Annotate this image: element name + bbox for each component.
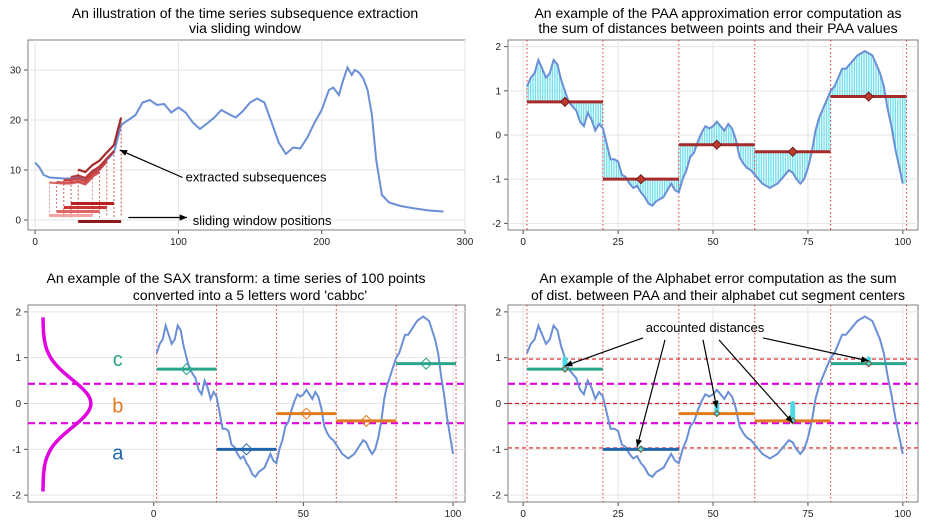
plot-area bbox=[27, 39, 466, 231]
x-tick-label: 100 bbox=[894, 237, 911, 248]
annotation-arrow-head bbox=[179, 214, 188, 221]
x-tick-label: 0 bbox=[151, 509, 157, 520]
annotation-arrow-head bbox=[712, 400, 719, 409]
annotation-extracted-subsequences: extracted subsequences bbox=[186, 170, 327, 185]
x-tick-label: 100 bbox=[170, 237, 187, 248]
alphabet-letter-c: c bbox=[113, 349, 123, 371]
sax-marker bbox=[180, 362, 193, 376]
series-line bbox=[526, 315, 904, 479]
y-tick-label: 20 bbox=[10, 116, 22, 127]
y-tick-label: -2 bbox=[492, 219, 501, 230]
y-tick-label: 10 bbox=[10, 166, 22, 177]
x-tick-label: 0 bbox=[32, 237, 38, 248]
sax-marker bbox=[419, 357, 433, 370]
y-tick-label: 0 bbox=[15, 399, 21, 410]
y-tick-label: 2 bbox=[495, 42, 501, 53]
x-tick-label: 300 bbox=[457, 237, 474, 248]
series-line bbox=[155, 315, 454, 479]
y-tick-label: 1 bbox=[15, 353, 21, 364]
x-tick-label: 50 bbox=[298, 509, 310, 520]
y-tick-label: -1 bbox=[12, 445, 21, 456]
chart-title-line: An example of the PAA approximation erro… bbox=[534, 5, 901, 21]
annotation-arrow-head bbox=[785, 415, 793, 423]
paa-marker bbox=[863, 91, 874, 102]
y-tick-label: 1 bbox=[495, 353, 501, 364]
paa-marker bbox=[713, 409, 721, 418]
chart-title-line: of dist. between PAA and their alphabet … bbox=[531, 287, 905, 303]
panel-sax-transform: An example of the SAX transform: a time … bbox=[12, 270, 466, 520]
annotation-accounted-distances: accounted distances bbox=[646, 320, 765, 335]
panel-subsequence-extraction: An illustration of the time series subse… bbox=[10, 5, 474, 248]
y-tick-label: -2 bbox=[492, 491, 501, 502]
x-tick-label: 0 bbox=[520, 237, 526, 248]
panel-paa-error: An example of the PAA approximation erro… bbox=[492, 5, 919, 248]
annotation-arrow bbox=[702, 339, 718, 409]
x-tick-label: 75 bbox=[802, 509, 814, 520]
x-tick-label: 75 bbox=[802, 237, 814, 248]
paa-marker bbox=[561, 365, 569, 373]
annotation-arrow bbox=[119, 149, 183, 179]
gaussian-curve bbox=[41, 317, 93, 492]
y-tick-label: -2 bbox=[12, 491, 21, 502]
annotation-arrow bbox=[564, 337, 644, 367]
paa-marker bbox=[559, 96, 571, 108]
series-line bbox=[34, 65, 444, 213]
y-tick-label: 2 bbox=[15, 307, 21, 318]
alphabet-letter-a: a bbox=[112, 443, 124, 465]
y-tick-label: 0 bbox=[495, 399, 501, 410]
paa-marker bbox=[787, 146, 798, 157]
chart-title-line: the sum of distances between points and … bbox=[538, 20, 897, 36]
annotation-arrow-head bbox=[564, 360, 573, 367]
chart-title-line: via sliding window bbox=[189, 20, 302, 36]
y-tick-label: 0 bbox=[15, 216, 21, 227]
chart-title-line: converted into a 5 letters word 'cabbc' bbox=[133, 287, 367, 303]
paa-marker bbox=[635, 173, 647, 185]
subsequence-line bbox=[63, 160, 108, 183]
series-line bbox=[526, 49, 904, 207]
y-tick-label: 30 bbox=[10, 66, 22, 77]
chart-title-line: An example of the Alphabet error computa… bbox=[539, 270, 896, 286]
alphabet-letter-b: b bbox=[112, 395, 123, 417]
paa-marker bbox=[637, 445, 645, 454]
annotation-arrow-head bbox=[119, 150, 128, 156]
x-tick-label: 50 bbox=[707, 237, 719, 248]
sax-marker bbox=[240, 443, 253, 456]
chart-title-line: An illustration of the time series subse… bbox=[72, 5, 418, 21]
annotation-arrow-head bbox=[635, 439, 642, 448]
x-tick-label: 100 bbox=[445, 509, 462, 520]
sax-marker bbox=[360, 414, 373, 428]
sax-marker bbox=[300, 407, 313, 420]
y-tick-label: -1 bbox=[492, 175, 501, 186]
x-tick-label: 0 bbox=[520, 509, 526, 520]
paa-marker bbox=[711, 139, 723, 150]
annotation-arrow bbox=[636, 339, 666, 448]
annotation-window-positions: sliding window positions bbox=[193, 213, 332, 228]
x-tick-label: 50 bbox=[707, 509, 719, 520]
x-tick-label: 25 bbox=[613, 237, 625, 248]
y-tick-label: 2 bbox=[495, 307, 501, 318]
x-tick-label: 25 bbox=[613, 509, 625, 520]
paa-marker bbox=[864, 359, 873, 368]
panel-alphabet-error: An example of the Alphabet error computa… bbox=[492, 270, 919, 520]
subsequence-line bbox=[77, 117, 123, 174]
x-tick-label: 200 bbox=[313, 237, 330, 248]
annotation-arrow bbox=[718, 339, 794, 424]
annotation-arrow bbox=[762, 337, 869, 362]
y-tick-label: 1 bbox=[495, 86, 501, 97]
chart-title-line: An example of the SAX transform: a time … bbox=[47, 270, 426, 286]
y-tick-label: -1 bbox=[492, 445, 501, 456]
subsequence-line bbox=[56, 171, 101, 185]
annotation-arrow-head bbox=[860, 356, 869, 363]
y-tick-label: 0 bbox=[495, 131, 501, 142]
x-tick-label: 100 bbox=[894, 509, 911, 520]
